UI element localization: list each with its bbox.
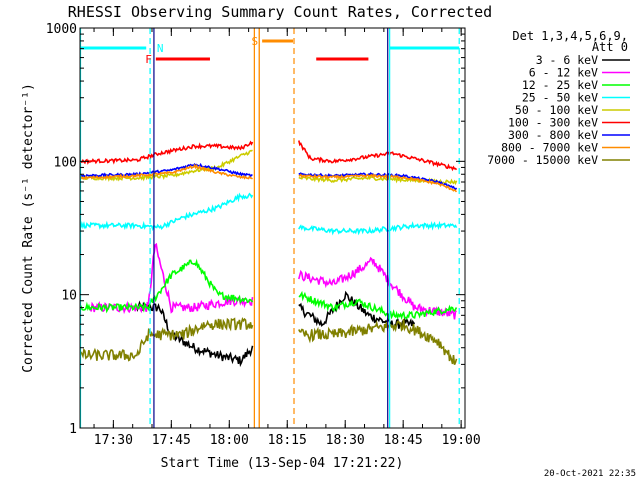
chart-title: RHESSI Observing Summary Count Rates, Co… (68, 3, 492, 21)
series-line (80, 162, 253, 178)
x-tick-label: 18:00 (210, 433, 249, 448)
series-line (80, 258, 254, 314)
axis-layer: 17:30 17:45 18:00 18:15 18:30 18:45 19:00 1 10 10… (46, 22, 481, 448)
x-axis-label: Start Time (13-Sep-04 17:21:22) (161, 456, 404, 471)
legend-entry-label: 800 - 7000 keV (501, 141, 598, 155)
legend-entry-label: 25 - 50 keV (522, 91, 598, 105)
legend-detectors: Det 1,3,4,5,6,9, (512, 29, 628, 43)
y-tick-label: 1 (69, 422, 77, 437)
x-tick-label: 18:30 (326, 433, 365, 448)
x-tick-label: 18:45 (384, 433, 423, 448)
legend-entry-label: 300 - 800 keV (508, 128, 598, 142)
series-line (80, 192, 254, 232)
x-tick-label: 18:15 (268, 433, 307, 448)
x-tick-label: 17:45 (152, 433, 191, 448)
series-layer (80, 140, 458, 368)
legend-entry-label: 12 - 25 keV (522, 78, 598, 92)
series-line (80, 316, 254, 362)
series-line (80, 140, 254, 165)
series-line (80, 149, 253, 182)
series-line (298, 290, 458, 321)
series-line (298, 140, 458, 172)
legend-entry-label: 6 - 12 keV (529, 66, 598, 80)
legend-entry-label: 3 - 6 keV (536, 53, 598, 67)
x-tick-label: 19:00 (442, 433, 481, 448)
series-line (298, 318, 458, 366)
legend-attenuator: Att 0 (592, 40, 628, 54)
x-tick-label: 17:30 (94, 433, 133, 448)
flag-layer: NFS (79, 27, 460, 429)
legend-entry-label: 100 - 300 keV (508, 116, 598, 130)
legend-entry-label: 7000 - 15000 keV (487, 153, 598, 167)
series-line (298, 220, 458, 236)
legend-entry-label: 50 - 100 keV (515, 103, 598, 117)
series-line (89, 242, 254, 315)
flag-label: N (157, 42, 164, 55)
series-line (298, 173, 458, 193)
y-tick-label: 1000 (46, 22, 77, 37)
y-tick-label: 100 (54, 155, 77, 170)
flag-label: F (145, 53, 152, 66)
y-tick-label: 10 (61, 289, 77, 304)
series-line (80, 163, 253, 180)
timestamp: 20-Oct-2021 22:35 (544, 469, 636, 479)
plot-frame (79, 27, 466, 429)
y-axis-label: Corrected Count Rate (s⁻¹ detector⁻¹) (21, 83, 36, 373)
series-line (135, 300, 254, 368)
